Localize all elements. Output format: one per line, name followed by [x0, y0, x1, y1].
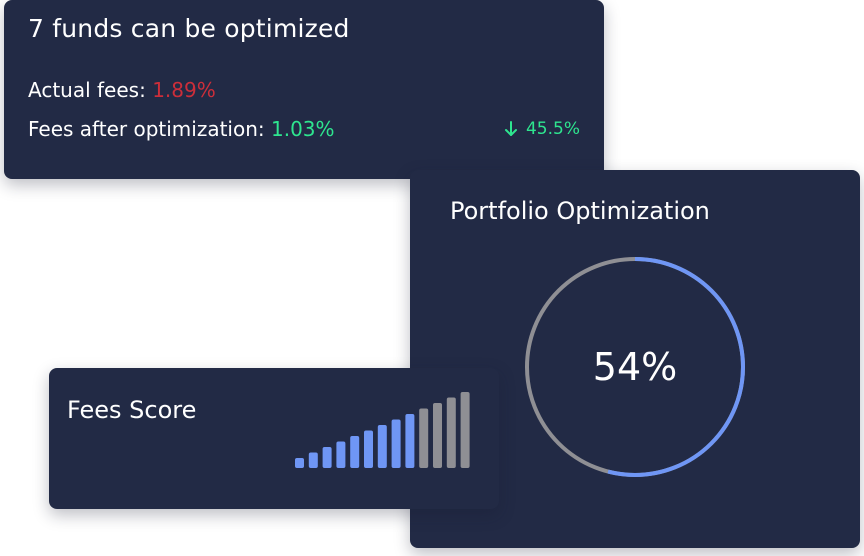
- score-bar-inactive: [446, 397, 456, 468]
- score-bar-inactive: [419, 408, 429, 468]
- fees-score-card: Fees Score: [49, 368, 499, 509]
- score-bar-active: [295, 458, 304, 468]
- score-bar-active: [308, 452, 318, 468]
- score-bar-active: [336, 441, 346, 468]
- fees-optimization-card: 7 funds can be optimized Actual fees: 1.…: [4, 0, 604, 179]
- actual-fees-row: Actual fees: 1.89%: [28, 78, 216, 102]
- score-bar-active: [350, 436, 360, 468]
- portfolio-card-title: Portfolio Optimization: [450, 197, 710, 225]
- fees-score-bar-meter: [295, 392, 470, 468]
- fees-score-title: Fees Score: [67, 396, 197, 424]
- progress-percent-value: 54%: [592, 345, 678, 389]
- score-bar-active: [377, 425, 387, 468]
- fees-card-title: 7 funds can be optimized: [28, 14, 350, 43]
- score-bar-active: [391, 419, 401, 468]
- optimized-fees-value: 1.03%: [271, 117, 335, 141]
- score-bar-active: [364, 430, 373, 468]
- score-bar-inactive: [460, 392, 470, 468]
- actual-fees-label: Actual fees:: [28, 78, 146, 102]
- fee-reduction-badge: 45.5%: [504, 119, 580, 139]
- score-bar-active: [322, 447, 332, 468]
- score-bar-inactive: [433, 403, 442, 468]
- arrow-down-icon: [504, 121, 518, 137]
- progress-ring: [525, 257, 745, 477]
- optimized-fees-row: Fees after optimization: 1.03%: [28, 117, 335, 141]
- score-bar-active: [405, 414, 415, 468]
- actual-fees-value: 1.89%: [152, 78, 216, 102]
- optimized-fees-label: Fees after optimization:: [28, 117, 265, 141]
- fee-reduction-value: 45.5%: [525, 119, 580, 139]
- progress-ring-fill: [525, 257, 745, 477]
